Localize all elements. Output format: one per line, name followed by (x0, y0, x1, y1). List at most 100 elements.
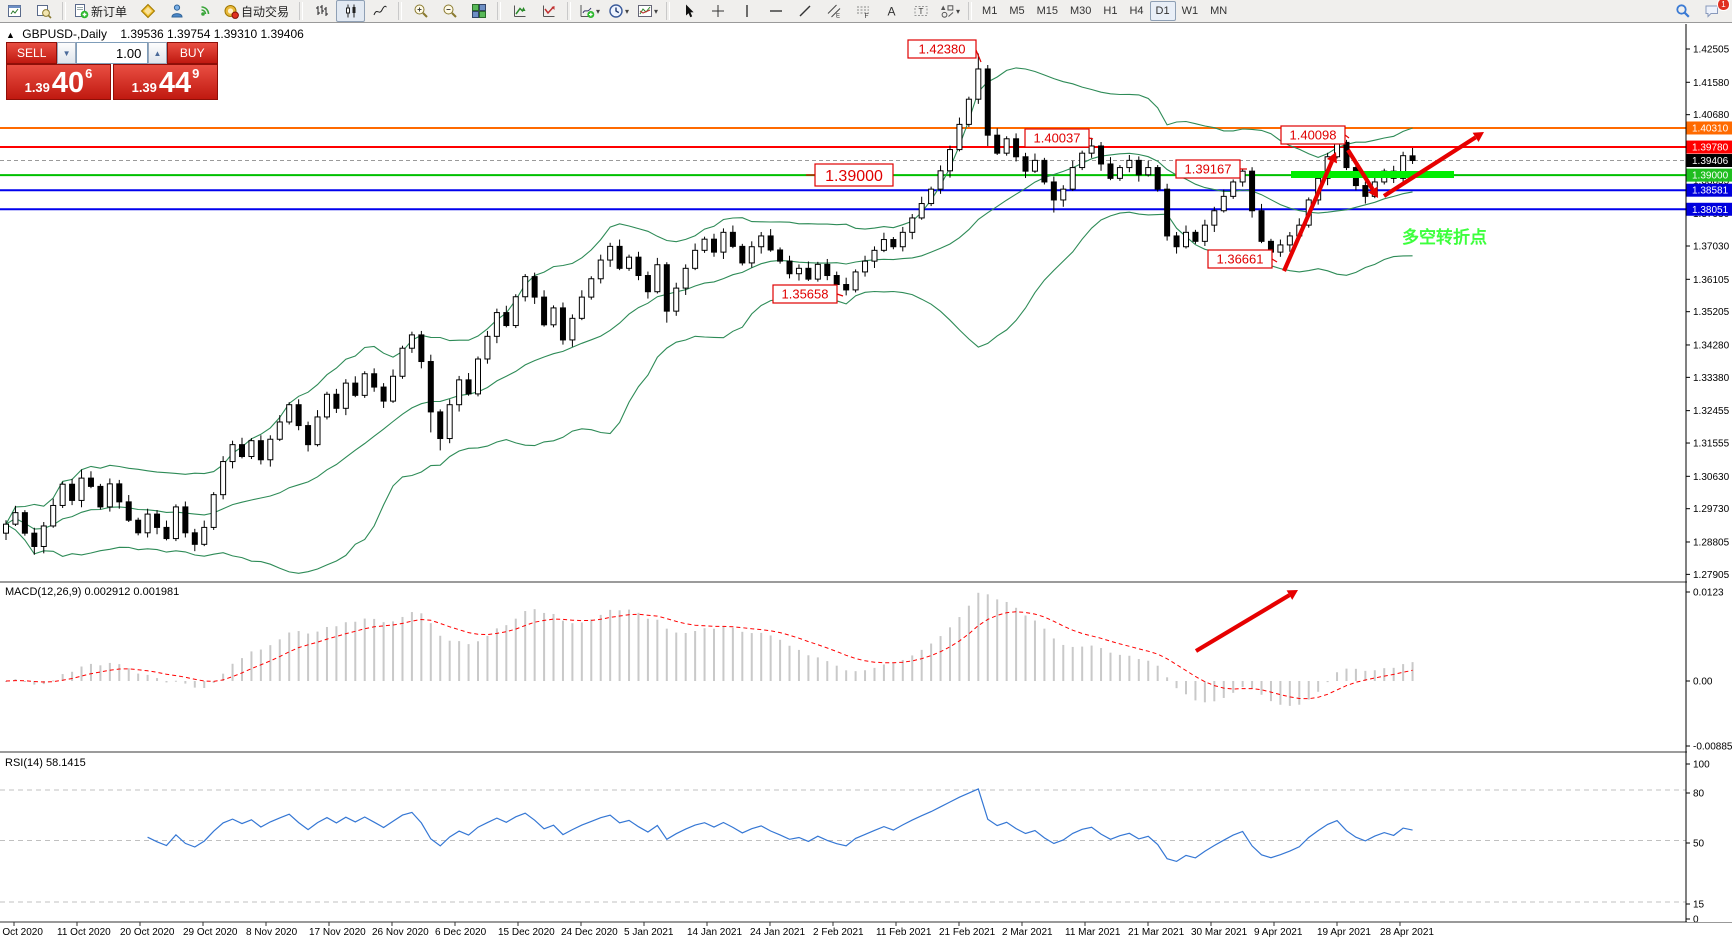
support-zone-highlight[interactable] (1291, 171, 1454, 178)
svg-text:21 Feb 2021: 21 Feb 2021 (939, 927, 996, 938)
shapes-icon (939, 3, 955, 19)
zoom-in-button[interactable] (406, 0, 435, 22)
price-badge-1.38051 (1686, 202, 1732, 216)
profiles-button[interactable] (29, 0, 58, 22)
objects-list-button[interactable] (505, 0, 534, 22)
new-chart-button[interactable] (0, 0, 29, 22)
chevron-down-icon[interactable]: ▾ (654, 6, 659, 16)
collapse-triangle-icon[interactable]: ▲ (6, 30, 15, 40)
svg-text:15: 15 (1693, 900, 1705, 911)
periods-icon (608, 3, 624, 19)
chevron-down-icon[interactable]: ▾ (625, 6, 630, 16)
svg-text:20 Oct 2020: 20 Oct 2020 (120, 927, 175, 938)
indicators-list-button[interactable] (534, 0, 563, 22)
chevron-down-icon[interactable]: ▾ (596, 6, 601, 16)
timeframe-H1[interactable]: H1 (1103, 5, 1118, 17)
timeframe-M15[interactable]: M15 (1036, 5, 1058, 17)
price-label-box[interactable] (814, 163, 894, 187)
svg-text:1 Oct 2020: 1 Oct 2020 (0, 927, 43, 938)
timeframe-M5[interactable]: M5 (1009, 5, 1025, 17)
svg-text:1.28805: 1.28805 (1693, 537, 1730, 548)
svg-text:28 Apr 2021: 28 Apr 2021 (1380, 927, 1434, 938)
rsi-line (147, 788, 1413, 863)
profiles-icon (36, 3, 52, 19)
svg-text:1.39780: 1.39780 (1692, 143, 1729, 154)
svg-text:1.38051: 1.38051 (1692, 205, 1729, 216)
quotes-button[interactable] (133, 0, 162, 22)
timeframe-M30[interactable]: M30 (1070, 5, 1092, 17)
svg-text:0: 0 (1693, 915, 1699, 926)
svg-text:1.35205: 1.35205 (1693, 307, 1730, 318)
autotrading-button[interactable]: 自动交易 (220, 0, 295, 22)
fibonacci-button[interactable]: F (848, 0, 877, 22)
signals-button[interactable] (191, 0, 220, 22)
sell-price-sup: 6 (85, 66, 93, 81)
timeframe-M1[interactable]: M1 (982, 5, 998, 17)
volume-increase-button[interactable]: ▲ (148, 42, 167, 64)
trendline-icon (797, 3, 813, 19)
add-indicator-button[interactable]: ▾ (575, 0, 604, 22)
bollinger-lower (5, 211, 1413, 574)
market-watch-button[interactable] (162, 0, 191, 22)
price-badge-1.39406 (1686, 154, 1732, 168)
new-order-button[interactable]: 新订单 (70, 0, 133, 22)
svg-text:E: E (836, 14, 840, 20)
templates-button[interactable]: ▾ (633, 0, 662, 22)
svg-text:1.34280: 1.34280 (1693, 340, 1730, 351)
timeframe-W1[interactable]: W1 (1181, 5, 1199, 17)
buy-button[interactable]: BUY (166, 42, 218, 64)
periods-button[interactable]: ▾ (604, 0, 633, 22)
chat-badge: 1 (1717, 0, 1730, 11)
channel-button[interactable]: E (819, 0, 848, 22)
sell-button[interactable]: SELL (6, 42, 58, 64)
chat-button[interactable]: 1 (1697, 0, 1730, 22)
price-label-box[interactable] (907, 39, 977, 59)
timeframe-D1[interactable]: D1 (1149, 1, 1176, 21)
objects-list-icon (512, 3, 528, 19)
svg-text:100: 100 (1693, 760, 1710, 771)
buy-price-small: 1.39 (131, 80, 157, 95)
sell-price-panel[interactable]: 1.39 40 6 (6, 64, 111, 100)
price-label-box[interactable] (772, 284, 838, 304)
timeframe-MN[interactable]: MN (1210, 5, 1228, 17)
bar-chart-button[interactable] (307, 0, 336, 22)
price-label-box[interactable] (1024, 128, 1090, 148)
buy-price-panel[interactable]: 1.39 44 9 (113, 64, 218, 100)
price-label-box[interactable] (1175, 159, 1241, 179)
volume-input[interactable]: 1.00 (75, 42, 149, 64)
cursor-icon (681, 3, 697, 19)
search-button[interactable] (1668, 0, 1697, 22)
svg-text:1.36105: 1.36105 (1693, 275, 1730, 286)
note-text[interactable]: 多空转折点 (1402, 227, 1487, 247)
svg-text:11 Mar 2021: 11 Mar 2021 (1065, 927, 1121, 938)
price-label-box[interactable] (1280, 125, 1346, 145)
crosshair-button[interactable] (703, 0, 732, 22)
price-badge-1.40310 (1686, 121, 1732, 135)
text-label-button[interactable]: T (906, 0, 935, 22)
price-label-box[interactable] (1207, 249, 1273, 269)
svg-text:11 Feb 2021: 11 Feb 2021 (876, 927, 932, 938)
vertical-line-button[interactable] (732, 0, 761, 22)
shapes-button[interactable]: ▾ (935, 0, 964, 22)
chevron-down-icon[interactable]: ▾ (956, 6, 961, 16)
trend-arrows (1194, 132, 1484, 653)
new-order-label: 新订单 (91, 4, 128, 19)
cursor-button[interactable] (674, 0, 703, 22)
candlestick-chart-button[interactable] (336, 0, 366, 22)
timeframe-H4[interactable]: H4 (1129, 5, 1144, 17)
svg-text:21 Mar 2021: 21 Mar 2021 (1128, 927, 1185, 938)
zoom-out-button[interactable] (435, 0, 464, 22)
svg-text:24 Dec 2020: 24 Dec 2020 (561, 927, 618, 938)
horizontal-line-button[interactable] (761, 0, 790, 22)
tile-windows-button[interactable] (464, 0, 493, 22)
line-chart-button[interactable] (365, 0, 394, 22)
text-button[interactable]: A (877, 0, 906, 22)
volume-decrease-button[interactable]: ▼ (57, 42, 76, 64)
svg-text:T: T (918, 7, 923, 16)
price-label-annotations: 1.42380 1.40037 1.40098 1.39167 1.39000 1.366… (772, 39, 1350, 304)
autotrading-icon (223, 3, 239, 19)
new-order-icon (73, 3, 89, 19)
trendline-button[interactable] (790, 0, 819, 22)
rsi-layer (0, 788, 1686, 903)
